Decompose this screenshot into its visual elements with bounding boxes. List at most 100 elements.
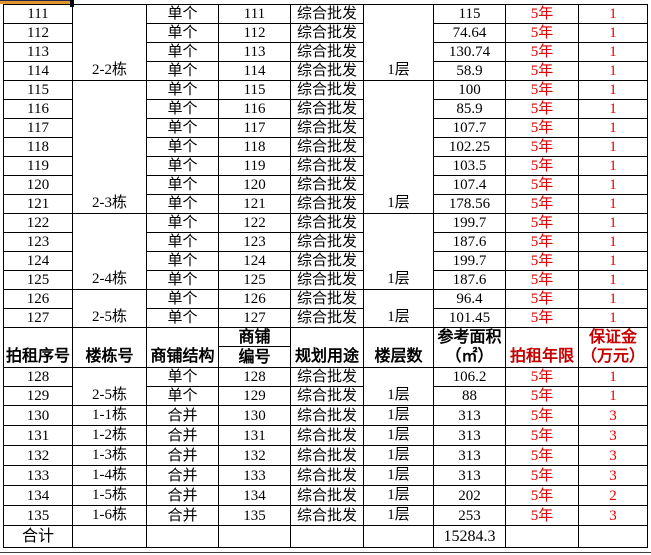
cell-seq[interactable]: 120: [3, 175, 73, 195]
cell-structure[interactable]: 单个: [146, 251, 219, 271]
cell-use[interactable]: 综合批发: [290, 175, 364, 195]
cell-deposit[interactable]: 2: [578, 485, 648, 506]
header-term[interactable]: 拍租年限: [505, 327, 579, 368]
cell-use[interactable]: 综合批发: [290, 386, 364, 406]
cell-area[interactable]: 115: [433, 4, 506, 24]
cell-seq[interactable]: 126: [3, 289, 73, 309]
cell-deposit[interactable]: 1: [578, 213, 648, 233]
cell-area[interactable]: 313: [433, 425, 506, 446]
cell-use[interactable]: 综合批发: [290, 251, 364, 271]
cell-seq[interactable]: 122: [3, 213, 73, 233]
cell-deposit[interactable]: 1: [578, 194, 648, 214]
cell-structure[interactable]: 单个: [146, 4, 219, 24]
cell-use[interactable]: 综合批发: [290, 270, 364, 290]
cell-building[interactable]: 1-4栋: [72, 465, 147, 486]
cell-shop-no[interactable]: 131: [218, 425, 291, 446]
cell-use[interactable]: 综合批发: [290, 405, 364, 426]
cell-shop-no[interactable]: 125: [218, 270, 291, 290]
cell-deposit[interactable]: 1: [578, 42, 648, 62]
cell-building[interactable]: 2-3栋: [72, 80, 147, 214]
cell-seq[interactable]: 118: [3, 137, 73, 157]
cell-shop-no[interactable]: 127: [218, 308, 291, 328]
cell-deposit[interactable]: 1: [578, 251, 648, 271]
cell-seq[interactable]: 135: [3, 505, 73, 526]
cell-structure[interactable]: 合并: [146, 505, 219, 526]
cell-area[interactable]: 106.2: [433, 367, 506, 387]
cell-structure[interactable]: 合并: [146, 445, 219, 466]
cell-seq[interactable]: 127: [3, 308, 73, 328]
cell-shop-no[interactable]: 132: [218, 445, 291, 466]
cell-deposit[interactable]: 1: [578, 232, 648, 252]
cell-shop-no[interactable]: 135: [218, 505, 291, 526]
cell-area[interactable]: 199.7: [433, 213, 506, 233]
cell-floors[interactable]: 1层: [363, 425, 434, 446]
cell-deposit[interactable]: 1: [578, 175, 648, 195]
cell-structure[interactable]: 单个: [146, 289, 219, 309]
cell-term[interactable]: 5年: [505, 194, 579, 214]
cell-seq[interactable]: 129: [3, 386, 73, 406]
cell-use[interactable]: 综合批发: [290, 61, 364, 81]
cell-floors[interactable]: 1层: [363, 445, 434, 466]
cell-deposit[interactable]: 1: [578, 118, 648, 138]
cell-seq[interactable]: 113: [3, 42, 73, 62]
cell-shop-no[interactable]: 123: [218, 232, 291, 252]
cell-area[interactable]: 253: [433, 505, 506, 526]
cell-deposit[interactable]: 1: [578, 367, 648, 387]
cell-floors[interactable]: 1层: [363, 289, 434, 328]
cell-use[interactable]: 综合批发: [290, 4, 364, 24]
cell-use[interactable]: 综合批发: [290, 445, 364, 466]
cell-term[interactable]: 5年: [505, 289, 579, 309]
header-use[interactable]: 规划用途: [290, 327, 364, 368]
cell-area[interactable]: 88: [433, 386, 506, 406]
total-use-cell[interactable]: [290, 525, 364, 548]
cell-deposit[interactable]: 3: [578, 405, 648, 426]
total-floors-cell[interactable]: [363, 525, 434, 548]
cell-deposit[interactable]: 1: [578, 61, 648, 81]
cell-area[interactable]: 101.45: [433, 308, 506, 328]
cell-shop-no[interactable]: 121: [218, 194, 291, 214]
cell-term[interactable]: 5年: [505, 505, 579, 526]
cell-shop-no[interactable]: 112: [218, 23, 291, 43]
cell-building[interactable]: 1-2栋: [72, 425, 147, 446]
cell-shop-no[interactable]: 126: [218, 289, 291, 309]
cell-term[interactable]: 5年: [505, 23, 579, 43]
cell-term[interactable]: 5年: [505, 156, 579, 176]
cell-shop-no[interactable]: 116: [218, 99, 291, 119]
cell-deposit[interactable]: 1: [578, 308, 648, 328]
cell-deposit[interactable]: 3: [578, 425, 648, 446]
cell-seq[interactable]: 121: [3, 194, 73, 214]
cell-area[interactable]: 85.9: [433, 99, 506, 119]
cell-building[interactable]: 1-3栋: [72, 445, 147, 466]
cell-shop-no[interactable]: 115: [218, 80, 291, 100]
cell-structure[interactable]: 单个: [146, 42, 219, 62]
cell-area[interactable]: 313: [433, 445, 506, 466]
cell-term[interactable]: 5年: [505, 118, 579, 138]
cell-structure[interactable]: 单个: [146, 232, 219, 252]
total-term-cell[interactable]: [505, 525, 579, 548]
cell-floors[interactable]: 1层: [363, 505, 434, 526]
cell-structure[interactable]: 单个: [146, 367, 219, 387]
cell-term[interactable]: 5年: [505, 251, 579, 271]
cell-structure[interactable]: 单个: [146, 270, 219, 290]
cell-term[interactable]: 5年: [505, 485, 579, 506]
cell-seq[interactable]: 132: [3, 445, 73, 466]
cell-seq[interactable]: 134: [3, 485, 73, 506]
cell-seq[interactable]: 123: [3, 232, 73, 252]
cell-deposit[interactable]: 1: [578, 156, 648, 176]
cell-structure[interactable]: 单个: [146, 137, 219, 157]
cell-building[interactable]: 2-5栋: [72, 367, 147, 406]
cell-building[interactable]: 1-1栋: [72, 405, 147, 426]
cell-floors[interactable]: 1层: [363, 80, 434, 214]
cell-shop-no[interactable]: 120: [218, 175, 291, 195]
cell-term[interactable]: 5年: [505, 367, 579, 387]
cell-structure[interactable]: 单个: [146, 175, 219, 195]
cell-seq[interactable]: 117: [3, 118, 73, 138]
cell-seq[interactable]: 130: [3, 405, 73, 426]
cell-area[interactable]: 100: [433, 80, 506, 100]
cell-structure[interactable]: 单个: [146, 194, 219, 214]
cell-building[interactable]: 2-5栋: [72, 289, 147, 328]
cell-seq[interactable]: 125: [3, 270, 73, 290]
cell-structure[interactable]: 单个: [146, 156, 219, 176]
cell-area[interactable]: 107.7: [433, 118, 506, 138]
total-deposit-cell[interactable]: [578, 525, 648, 548]
